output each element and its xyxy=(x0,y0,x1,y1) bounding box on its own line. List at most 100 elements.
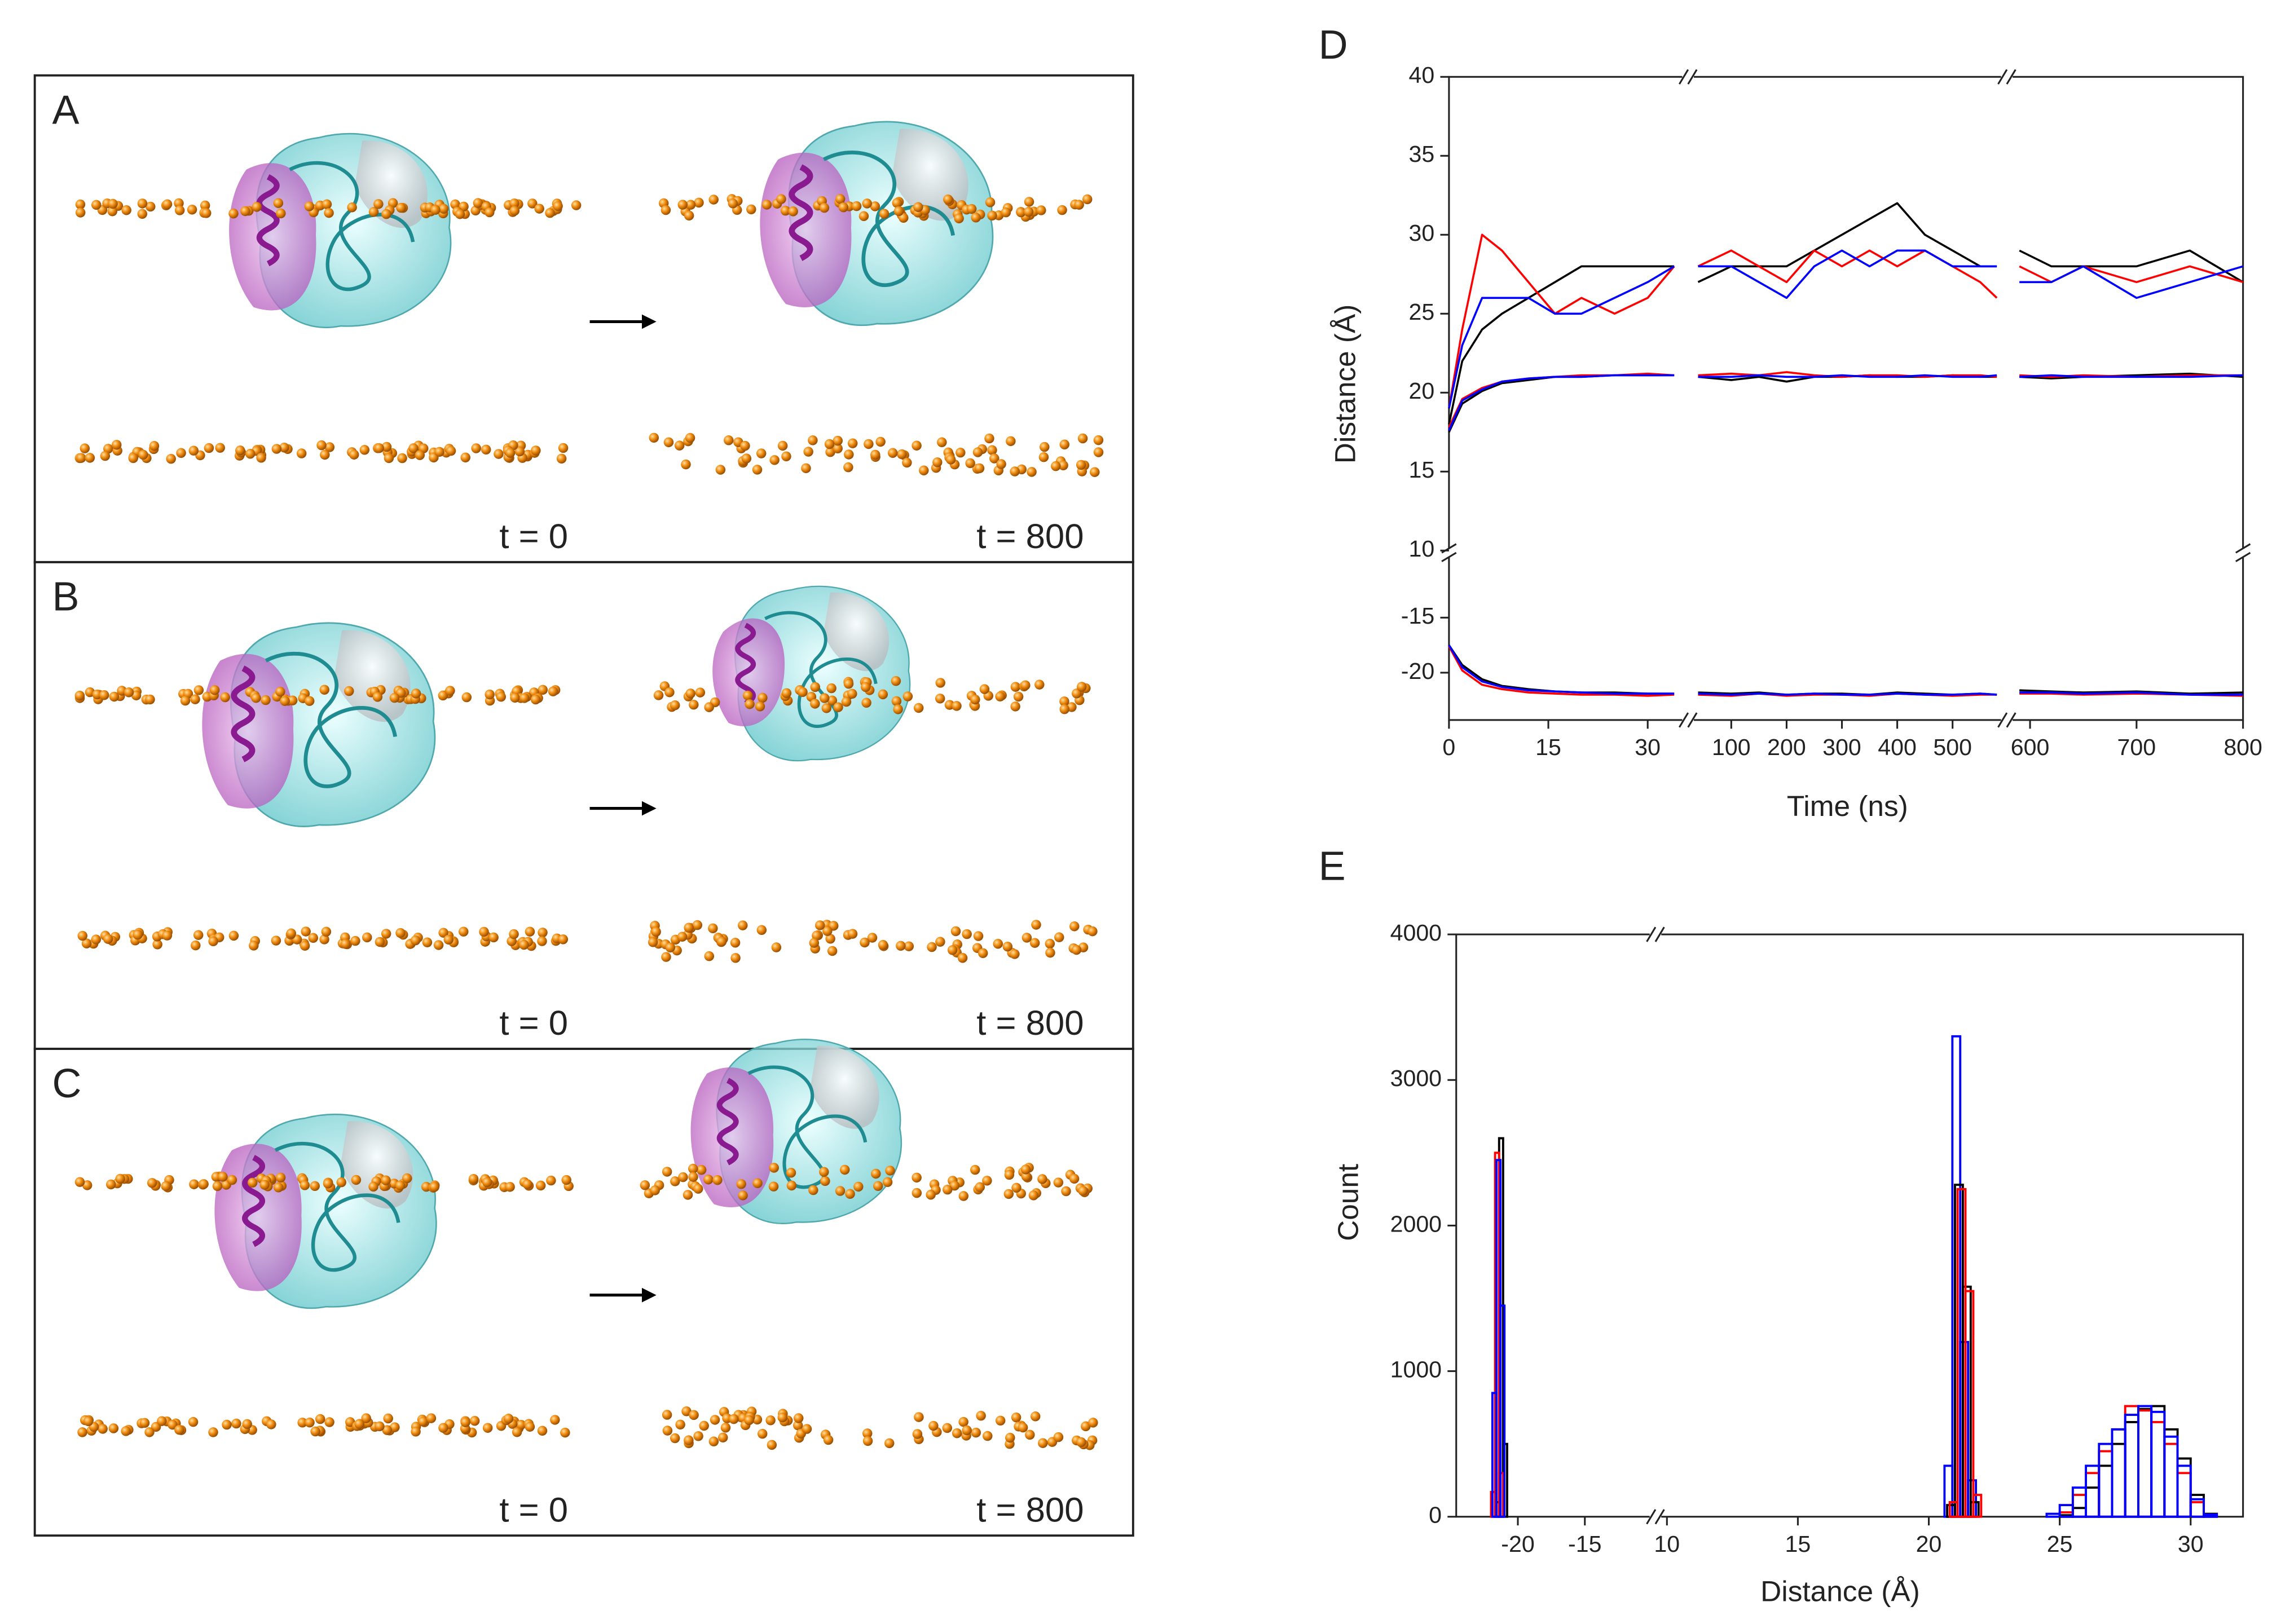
protein xyxy=(214,1113,437,1309)
lipid-bead xyxy=(443,934,454,945)
lipid-bead xyxy=(1006,436,1016,447)
axis-break-mark xyxy=(1679,69,1689,85)
lipid-bead xyxy=(460,452,470,463)
lipid-bead xyxy=(825,934,835,944)
lipid-bead xyxy=(204,443,214,453)
axis-break-mark xyxy=(1654,1509,1665,1525)
axis-break-mark xyxy=(1997,712,2008,728)
lipid-bead xyxy=(919,465,929,475)
lipid-bead xyxy=(802,1424,812,1434)
lipid-bead xyxy=(861,682,871,692)
lipid-bead xyxy=(144,1427,155,1437)
lipid-bead xyxy=(927,942,937,952)
lipid-bead xyxy=(434,447,444,457)
lipid-bead xyxy=(1061,1186,1071,1197)
lipid-bead xyxy=(1002,941,1013,952)
lipid-bead xyxy=(74,690,85,701)
lipid-bead xyxy=(976,1410,986,1421)
lipid-bead xyxy=(106,1179,116,1190)
lipid-bead xyxy=(535,1180,546,1191)
lipid-bead xyxy=(109,691,120,702)
lipid-bead xyxy=(145,694,155,705)
lipid-bead xyxy=(882,1177,893,1188)
distance-trace xyxy=(1448,645,2243,696)
axis-break-mark xyxy=(2006,712,2016,728)
lipid-bead xyxy=(708,1436,719,1447)
lipid-bead xyxy=(228,208,239,219)
x-axis-label: Distance (Å) xyxy=(1760,1574,1920,1607)
lipid-bead xyxy=(1005,1432,1015,1443)
lipid-bead xyxy=(161,1181,171,1191)
axis-break-mark xyxy=(1646,1509,1657,1525)
lipid-bead xyxy=(408,443,419,453)
lipid-bead xyxy=(712,1175,723,1185)
histogram-bar xyxy=(2111,1428,2126,1518)
lipid-bead xyxy=(1078,1186,1088,1196)
backbone xyxy=(747,1065,868,1189)
lipid-bead xyxy=(231,1418,241,1429)
lipid-bead xyxy=(864,439,874,449)
lipid-bead xyxy=(670,700,680,710)
histogram-bar xyxy=(2203,1513,2218,1518)
lipid-bead xyxy=(571,200,582,210)
lipid-bead xyxy=(146,201,156,212)
histogram-bar xyxy=(1954,1184,1964,1518)
lipid-bead xyxy=(324,442,335,452)
histogram-bar xyxy=(2163,1428,2179,1518)
lipid-bead xyxy=(971,213,981,223)
distance-trace xyxy=(1448,374,2243,431)
histogram-bar xyxy=(2176,1457,2192,1518)
helix xyxy=(231,665,256,762)
lipid-bead xyxy=(945,454,956,465)
lipid-bead xyxy=(166,453,176,464)
lipid-bead xyxy=(853,1181,864,1192)
lipid-bead xyxy=(1040,442,1050,452)
lipid-bead xyxy=(1038,452,1049,462)
lipid-bead xyxy=(1010,682,1021,692)
lipid-bead xyxy=(157,1416,167,1426)
lipid-bead xyxy=(1069,1173,1080,1184)
helix xyxy=(789,164,813,261)
histogram-bar xyxy=(2176,1464,2192,1518)
lipid-bead xyxy=(201,208,212,218)
lipid-bead xyxy=(862,1436,873,1446)
panel-label: C xyxy=(52,1061,81,1106)
lipid-bead xyxy=(835,194,846,204)
lipid-bead xyxy=(389,692,400,703)
lipid-bead xyxy=(867,933,878,943)
x-tick-label: 500 xyxy=(1933,734,1972,760)
lipid-bead xyxy=(902,457,912,468)
lipid-bead xyxy=(390,1422,400,1432)
lipid-bead xyxy=(958,1416,968,1427)
lipid-bead xyxy=(1001,207,1011,218)
lipid-bead xyxy=(505,1182,515,1192)
lipid-bead xyxy=(757,1428,768,1439)
lipid-bead xyxy=(891,676,901,686)
lipid-bead xyxy=(851,201,862,211)
lipid-bead xyxy=(516,1420,526,1430)
lipid-bead xyxy=(469,1416,480,1426)
lipid-bead xyxy=(962,1425,972,1436)
lipid-bead xyxy=(956,447,966,458)
lipid-bead xyxy=(858,211,869,221)
axis-break-mark xyxy=(2235,543,2251,554)
lipid-bead xyxy=(209,685,220,695)
lipid-bead xyxy=(275,686,285,697)
lipid-bead xyxy=(1036,205,1046,215)
lipid-bead xyxy=(537,936,547,946)
lipid-bead xyxy=(77,930,88,941)
lipid-bead xyxy=(1010,949,1020,959)
lipid-bead xyxy=(1018,1422,1028,1433)
lipid-bead xyxy=(649,433,659,443)
lipid-bead xyxy=(912,1188,922,1198)
lipid-bead xyxy=(826,683,836,694)
lipid-bead xyxy=(1087,926,1098,937)
lipid-bead xyxy=(481,444,491,455)
lipid-bead xyxy=(193,930,204,940)
lipid-bead xyxy=(814,920,825,930)
histogram-bar xyxy=(2150,1421,2166,1518)
lipid-bead xyxy=(926,1190,936,1200)
lipid-bead xyxy=(162,930,173,941)
axis-break-mark xyxy=(1687,712,1698,728)
